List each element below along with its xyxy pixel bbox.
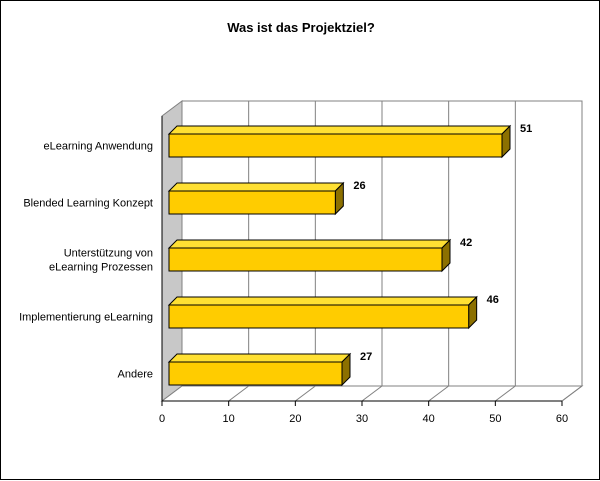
bar-top [167,353,352,363]
gridline-floor [295,385,316,402]
plot-area: 0 10 20 30 40 50 60 51 eLearning Anwendung 26 Blen… [19,100,584,425]
bar-top [167,182,345,192]
x-tick-label: 30 [356,413,368,425]
x-tick-label: 10 [223,413,235,425]
data-label: 27 [360,351,372,363]
category-label: Unterstützung von eLearning Prozessen [49,248,153,274]
bar-top [167,125,512,135]
category-label: eLearning Anwendung [44,141,153,153]
data-label: 42 [460,237,472,249]
bar [168,133,503,158]
bar-top [167,239,452,249]
bar [168,304,470,329]
gridline-floor [361,385,383,402]
gridline-floor [561,385,583,402]
bar [168,361,343,386]
x-tick-label: 60 [556,413,568,425]
x-tick-label: 50 [489,413,501,425]
x-tick-label: 20 [289,413,301,425]
chart-title: Was ist das Projektziel? [227,20,375,35]
category-label: Implementierung eLearning [19,312,153,324]
data-label: 26 [353,180,365,192]
bar-top [167,296,478,306]
data-label: 51 [520,123,532,135]
gridline-floor [428,385,449,402]
x-tick-label: 0 [159,413,165,425]
data-label: 46 [487,294,499,306]
category-label: Blended Learning Konzept [23,198,153,210]
bar [168,247,443,272]
gridline-floor [495,385,516,402]
x-tick-label: 40 [423,413,435,425]
gridline-floor [228,385,249,402]
bar [168,190,336,215]
category-label: Andere [118,369,153,381]
